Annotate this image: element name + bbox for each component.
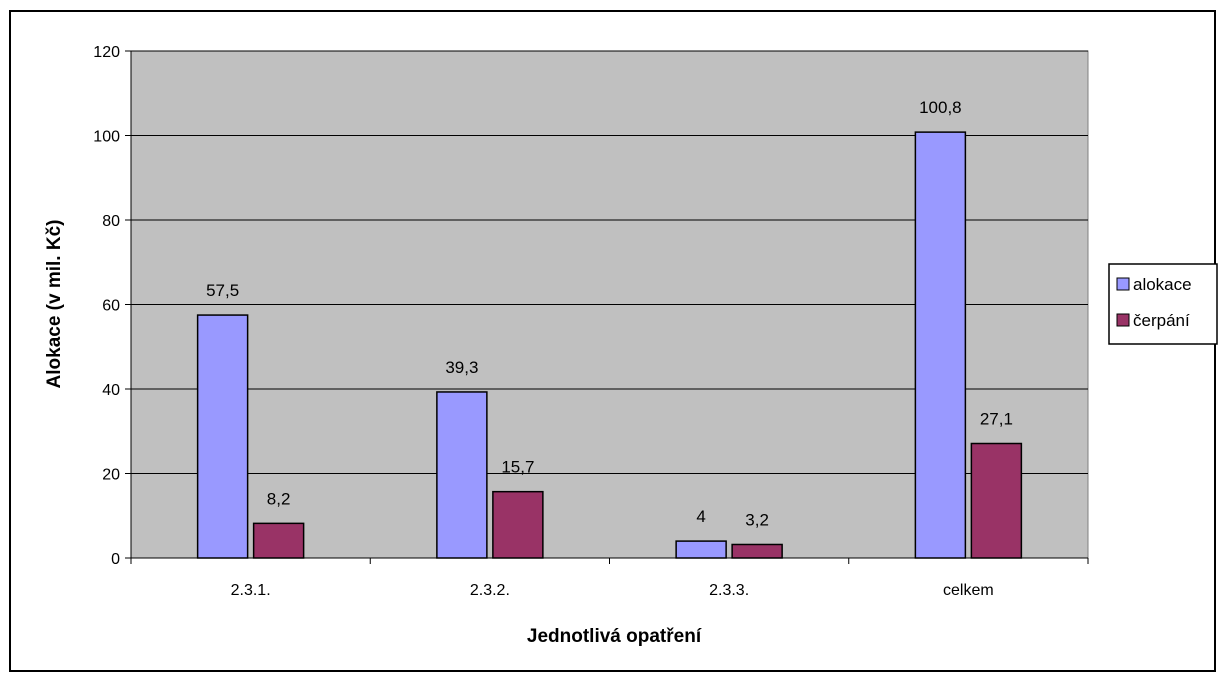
legend-swatch bbox=[1116, 313, 1130, 327]
y-axis-title: Alokace (v mil. Kč) bbox=[44, 220, 65, 389]
bar-alokace bbox=[436, 391, 488, 559]
x-tick-label: celkem bbox=[943, 582, 994, 599]
legend: alokace čerpání bbox=[1108, 263, 1218, 345]
bar-čerpání bbox=[252, 522, 305, 559]
bars bbox=[196, 131, 1023, 559]
data-label: 57,5 bbox=[206, 281, 239, 300]
y-tick-label: 20 bbox=[102, 467, 120, 484]
data-label: 4 bbox=[696, 507, 705, 526]
data-label: 8,2 bbox=[267, 489, 291, 508]
x-tick-label: 2.3.3. bbox=[709, 582, 749, 599]
bar-čerpání bbox=[970, 442, 1023, 559]
y-tick-label: 40 bbox=[102, 382, 120, 399]
x-tick-label: 2.3.2. bbox=[470, 582, 510, 599]
legend-entry: čerpání bbox=[1133, 311, 1190, 330]
axes bbox=[125, 50, 1089, 564]
bar-alokace bbox=[196, 314, 249, 559]
data-label: 15,7 bbox=[501, 458, 534, 477]
data-label: 27,1 bbox=[980, 410, 1013, 429]
data-label: 100,8 bbox=[919, 98, 962, 117]
legend-entry: alokace bbox=[1133, 275, 1192, 294]
tick-labels: 0 20 40 60 80 100 120 2.3.1. 2.3.2. 2.3.3. celkem bbox=[93, 44, 993, 599]
y-tick-label: 80 bbox=[102, 213, 120, 230]
bar-alokace bbox=[675, 540, 727, 559]
bar-čerpání bbox=[492, 490, 544, 559]
bar-čerpání bbox=[731, 543, 783, 559]
x-tick-label: 2.3.1. bbox=[231, 582, 271, 599]
bar-alokace bbox=[914, 131, 967, 559]
y-tick-label: 100 bbox=[93, 129, 120, 146]
data-label: 3,2 bbox=[745, 510, 769, 529]
y-tick-label: 120 bbox=[93, 44, 120, 61]
y-tick-label: 60 bbox=[102, 298, 120, 315]
legend-swatch bbox=[1116, 277, 1130, 291]
data-labels: 57,5 8,2 39,3 15,7 4 3,2 100,8 27,1 bbox=[206, 98, 1013, 529]
data-label: 39,3 bbox=[445, 358, 478, 377]
legend-box bbox=[1108, 263, 1218, 345]
y-tick-label: 0 bbox=[111, 551, 120, 568]
x-axis-title: Jednotlivá opatření bbox=[527, 626, 702, 647]
